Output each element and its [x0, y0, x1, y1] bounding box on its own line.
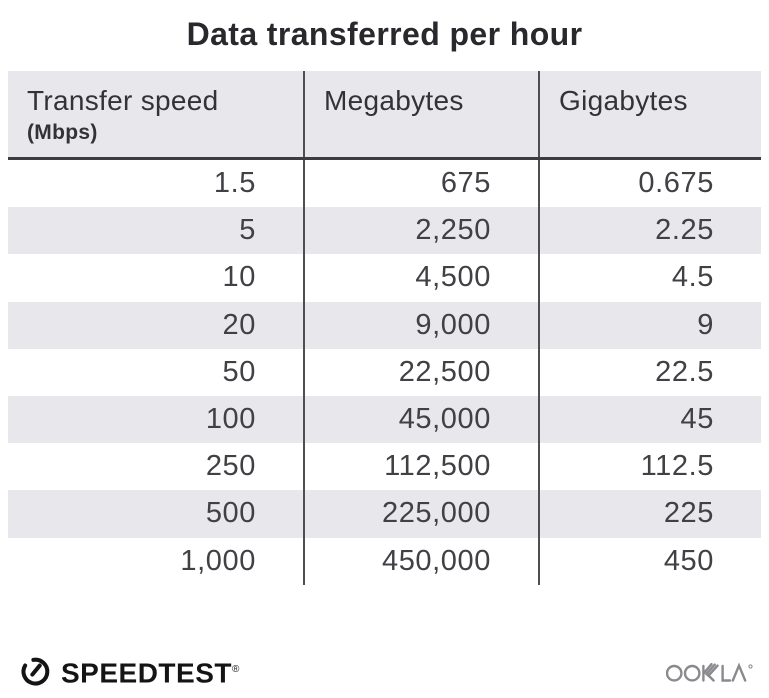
table-cell: 2.25 [538, 207, 761, 255]
table-cell: 9,000 [303, 301, 538, 349]
table-cell: 45 [538, 395, 761, 444]
table-row: 500 225,000 225 [8, 490, 761, 538]
speedtest-logo: SPEEDTEST® [19, 653, 240, 689]
speedtest-label: SPEEDTEST [61, 657, 232, 688]
table-row: 250 112,500 112.5 [8, 443, 761, 491]
table-row: 20 9,000 9 [8, 301, 761, 349]
table-row: 1,000 450,000 450 [8, 537, 761, 585]
table-cell: 10 [222, 261, 256, 294]
table-cell: 675 [303, 160, 538, 208]
table-cell: 450,000 [303, 537, 538, 585]
table-cell: 5 [239, 214, 256, 247]
table-cell: 22,500 [303, 348, 538, 396]
ookla-logo [666, 660, 754, 684]
table-cell: 4.5 [538, 254, 761, 302]
table-body: 1.5 675 0.675 5 2,250 2.25 10 4,500 4.5 20 9,000 9 5… [8, 160, 761, 585]
table-header-row: Transfer speed (Mbps) Megabytes Gigabyte… [8, 71, 761, 160]
table-cell: 225,000 [303, 490, 538, 538]
table-cell: 250 [205, 450, 256, 483]
table-cell: 112,500 [303, 443, 538, 491]
column-header-megabytes: Megabytes [303, 71, 538, 157]
table-cell: 1,000 [180, 544, 256, 577]
registered-trademark-icon: ® [231, 663, 240, 675]
table-cell: 0.675 [538, 160, 761, 208]
table-cell: 450 [538, 537, 761, 585]
table-cell: 100 [205, 402, 256, 435]
data-table: Transfer speed (Mbps) Megabytes Gigabyte… [8, 71, 761, 585]
table-row: 10 4,500 4.5 [8, 254, 761, 302]
table-cell: 225 [538, 490, 761, 538]
table-cell: 20 [222, 308, 256, 341]
table-row: 5 2,250 2.25 [8, 207, 761, 255]
table-row: 50 22,500 22.5 [8, 348, 761, 396]
table-row: 100 45,000 45 [8, 395, 761, 444]
table-row: 1.5 675 0.675 [8, 160, 761, 208]
table-cell: 50 [222, 355, 256, 388]
column-header-label: Transfer speed [27, 85, 219, 116]
column-header-label: Gigabytes [559, 85, 688, 116]
gauge-icon [21, 658, 50, 686]
column-header-unit: (Mbps) [27, 121, 98, 144]
table-cell: 2,250 [303, 207, 538, 255]
table-cell: 112.5 [538, 443, 761, 491]
speedtest-wordmark: SPEEDTEST® [61, 653, 240, 689]
column-header-transfer-speed: Transfer speed (Mbps) [8, 71, 303, 157]
column-header-label: Megabytes [324, 85, 464, 116]
table-cell: 9 [538, 301, 761, 349]
table-cell: 22.5 [538, 348, 761, 396]
page-title: Data transferred per hour [186, 16, 583, 52]
column-header-gigabytes: Gigabytes [538, 71, 761, 157]
ookla-wordmark-icon [666, 662, 753, 682]
table-cell: 1.5 [213, 167, 256, 199]
table-cell: 45,000 [303, 395, 538, 444]
table-cell: 4,500 [303, 254, 538, 302]
table-cell: 500 [205, 497, 256, 530]
